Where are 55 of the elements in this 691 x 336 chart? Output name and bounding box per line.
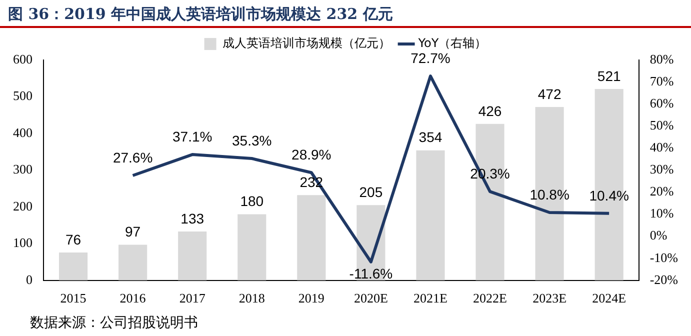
- y2-tick-label: 10%: [650, 206, 674, 221]
- bar: [238, 214, 266, 280]
- bar: [416, 150, 445, 280]
- data-label: 472: [538, 86, 562, 102]
- y2-tick-label: 20%: [650, 184, 674, 199]
- y2-tick-label: 40%: [650, 140, 674, 155]
- y-tick-label: 300: [13, 162, 32, 177]
- y2-tick-label: 0%: [650, 228, 668, 243]
- data-label: -11.6%: [349, 266, 393, 282]
- data-label: 180: [240, 193, 264, 210]
- x-tick-label: 2024E: [592, 290, 626, 306]
- data-label: 521: [597, 68, 621, 84]
- y-tick-label: 500: [13, 88, 32, 104]
- x-tick-label: 2021E: [413, 290, 448, 306]
- legend-label: 成人英语培训市场规模（亿元）: [222, 36, 390, 50]
- x-tick-label: 2018: [238, 290, 265, 306]
- y-tick-label: 200: [13, 198, 32, 214]
- bar: [297, 195, 326, 280]
- data-label: 35.3%: [232, 132, 272, 148]
- data-label: 354: [418, 129, 442, 146]
- x-tick-label: 2015: [60, 290, 86, 306]
- y-tick-label: 400: [13, 124, 32, 140]
- data-label: 205: [359, 184, 383, 200]
- y2-tick-label: 30%: [650, 162, 674, 177]
- y-tick-label: 100: [13, 235, 32, 250]
- bar: [118, 244, 148, 280]
- y2-tick-label: 70%: [650, 73, 674, 88]
- y2-tick-label: -10%: [650, 250, 678, 265]
- bar: [178, 232, 207, 280]
- x-tick-label: 2019: [298, 290, 324, 306]
- y2-tick-label: -20%: [650, 272, 678, 287]
- y-tick-label: 600: [13, 51, 32, 66]
- data-label: 133: [180, 210, 204, 226]
- y2-tick-label: 80%: [650, 51, 674, 66]
- y2-tick-label: 60%: [650, 96, 674, 110]
- legend-label: YoY（右轴）: [417, 36, 487, 50]
- data-label: 426: [478, 102, 502, 119]
- x-tick-label: 2023E: [532, 290, 567, 306]
- bar: [58, 252, 88, 280]
- x-tick-label: 2016: [120, 290, 146, 306]
- y2-tick-label: 50%: [650, 118, 674, 133]
- data-label: 72.7%: [410, 50, 450, 66]
- y-tick-label: 0: [26, 272, 32, 287]
- chart-title: 图 36：2019 年中国成人英语培训市场规模达 232 亿元: [0, 0, 691, 28]
- data-label: 27.6%: [112, 149, 153, 166]
- x-tick-label: 2020E: [354, 290, 388, 306]
- data-label: 97: [125, 224, 141, 240]
- source-note: 数据来源：公司招股说明书: [29, 314, 199, 333]
- x-tick-label: 2022E: [473, 290, 508, 306]
- data-label: 10.4%: [589, 187, 629, 204]
- data-label: 10.8%: [530, 186, 570, 202]
- x-tick-label: 2017: [179, 290, 206, 306]
- data-label: 76: [65, 231, 82, 248]
- data-label: 37.1%: [172, 128, 212, 144]
- data-label: 28.9%: [292, 146, 332, 162]
